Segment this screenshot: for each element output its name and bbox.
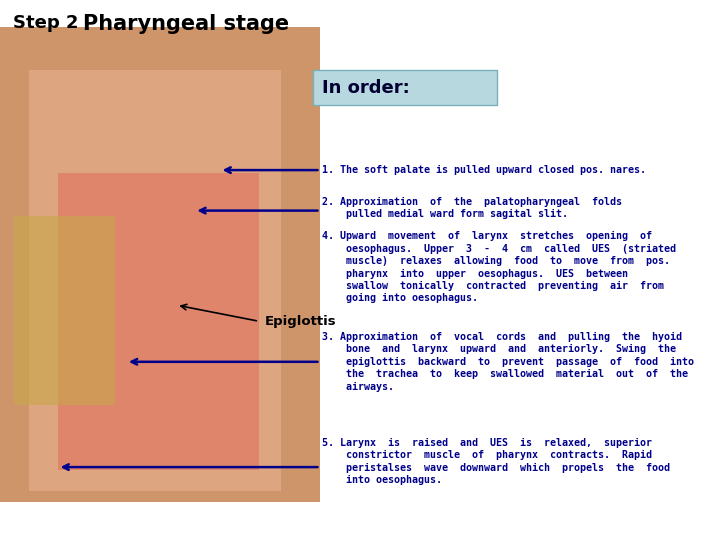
Text: In order:: In order: (322, 79, 410, 97)
Bar (313, 70, 497, 105)
Bar (0, 27, 320, 502)
Text: 2. Approximation  of  the  palatopharyngeal  folds
    pulled medial ward form s: 2. Approximation of the palatopharyngeal… (322, 197, 622, 219)
Text: 5. Larynx  is  raised  and  UES  is  relaxed,  superior
    constrictor  muscle : 5. Larynx is raised and UES is relaxed, … (322, 438, 670, 485)
Text: 3. Approximation  of  vocal  cords  and  pulling  the  hyoid
    bone  and  lary: 3. Approximation of vocal cords and pull… (322, 332, 694, 392)
Text: 1. The soft palate is pulled upward closed pos. nares.: 1. The soft palate is pulled upward clos… (322, 165, 646, 175)
Text: Pharyngeal stage: Pharyngeal stage (83, 14, 289, 33)
Bar (29, 70, 281, 491)
Text: Step 2: Step 2 (13, 14, 78, 31)
Bar (0, 27, 320, 502)
Text: Epiglottis: Epiglottis (265, 315, 336, 328)
Bar (14, 216, 115, 405)
Text: 4. Upward  movement  of  larynx  stretches  opening  of
    oesophagus.  Upper  : 4. Upward movement of larynx stretches o… (322, 231, 676, 303)
Bar (58, 173, 259, 470)
